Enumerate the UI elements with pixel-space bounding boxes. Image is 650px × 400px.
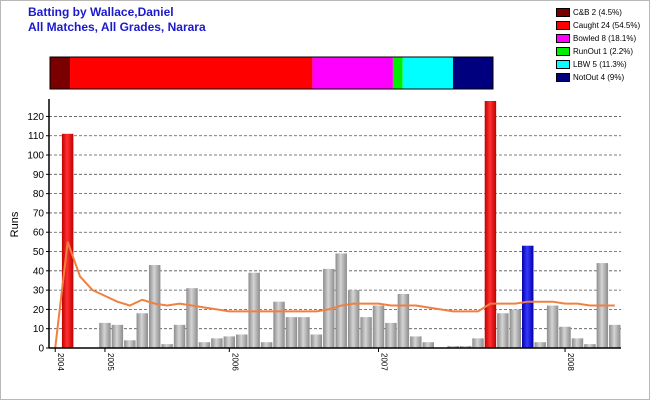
y-tick-label: 100 (27, 151, 44, 162)
chart-subtitle: All Matches, All Grades, Narara (28, 20, 206, 34)
innings-bar (385, 322, 397, 348)
innings-bar (298, 317, 310, 348)
innings-bar (310, 334, 323, 348)
dismissal-bar-outline (49, 56, 494, 90)
innings-bar (273, 301, 285, 348)
dismissal-segment (402, 57, 453, 89)
innings-bar (397, 293, 410, 348)
innings-bar (236, 334, 248, 348)
innings-bar (173, 324, 186, 348)
legend-item: Caught 24 (54.5%) (556, 19, 650, 31)
y-tick-label: 50 (33, 247, 45, 258)
dismissal-segment (50, 57, 71, 89)
dismissal-legend: C&B 2 (4.5%) Caught 24 (54.5%) Bowled 8 (1… (556, 6, 650, 84)
y-tick-label: 80 (33, 189, 45, 200)
innings-bar (509, 309, 522, 348)
y-tick-label: 110 (28, 131, 44, 142)
y-tick-label: 120 (27, 112, 44, 123)
innings-bar (534, 342, 546, 348)
innings-bar (410, 336, 422, 348)
innings-bar (447, 346, 459, 348)
innings-bar (124, 340, 136, 348)
innings-bar (211, 338, 223, 348)
innings-bar (285, 317, 298, 348)
legend-swatch (556, 59, 570, 69)
innings-bar (186, 288, 198, 348)
y-tick-label: 20 (33, 305, 45, 316)
innings-bar (223, 336, 236, 348)
innings-bar (347, 290, 360, 348)
x-tick-label: 2006 (230, 353, 239, 371)
dismissal-segment (392, 57, 403, 89)
innings-bar (497, 313, 509, 348)
legend-swatch (556, 33, 570, 43)
innings-bar (198, 342, 211, 348)
x-tick-label: 2007 (380, 353, 389, 371)
legend-item: NotOut 4 (9%) (556, 71, 650, 83)
innings-bar (422, 342, 434, 348)
legend-label: C&B 2 (4.5%) (573, 7, 622, 17)
y-tick-label: 0 (38, 344, 44, 355)
innings-bar (99, 322, 111, 348)
x-tick-label: 2004 (56, 353, 65, 371)
y-tick-label: 90 (33, 170, 45, 181)
legend-label: LBW 5 (11.3%) (573, 59, 627, 69)
legend-item: C&B 2 (4.5%) (556, 6, 650, 18)
dismissal-segment (312, 57, 393, 89)
innings-bar (61, 133, 74, 348)
legend-label: RunOut 1 (2.2%) (573, 46, 634, 56)
innings-bar (111, 324, 124, 348)
y-tick-label: 60 (33, 228, 45, 239)
innings-bar (609, 324, 621, 348)
innings-bar (335, 253, 347, 348)
dismissal-segment (452, 57, 493, 89)
innings-bar (484, 101, 497, 348)
innings-bar (546, 305, 559, 348)
legend-swatch (556, 7, 570, 17)
legend-item: LBW 5 (11.3%) (556, 58, 650, 70)
innings-bar (260, 342, 273, 348)
innings-bar (472, 338, 484, 348)
x-tick-label: 2008 (566, 353, 575, 371)
innings-bar (584, 344, 596, 348)
innings-bar (571, 338, 584, 348)
y-tick-label: 70 (33, 208, 45, 219)
innings-bar (522, 245, 534, 348)
innings-bar (559, 326, 571, 348)
y-axis-label: Runs (9, 211, 21, 237)
legend-item: RunOut 1 (2.2%) (556, 45, 650, 57)
innings-bar (161, 344, 173, 348)
legend-swatch (556, 72, 570, 82)
innings-bar (459, 346, 472, 348)
legend-label: Caught 24 (54.5%) (573, 20, 641, 30)
y-tick-label: 10 (33, 324, 45, 335)
average-line (54, 241, 615, 349)
chart-title: Batting by Wallace,Daniel (28, 5, 174, 19)
innings-bar (148, 265, 161, 348)
legend-item: Bowled 8 (18.1%) (556, 32, 650, 44)
innings-bar (136, 313, 148, 348)
innings-bar (372, 305, 385, 348)
x-tick-label: 2005 (106, 353, 115, 371)
legend-label: Bowled 8 (18.1%) (573, 33, 637, 43)
legend-swatch (556, 46, 570, 56)
y-tick-label: 30 (33, 286, 45, 297)
dismissal-segment (70, 57, 313, 89)
legend-label: NotOut 4 (9%) (573, 72, 625, 82)
innings-bar (360, 317, 372, 348)
y-tick-label: 40 (33, 266, 45, 277)
legend-swatch (556, 20, 570, 30)
